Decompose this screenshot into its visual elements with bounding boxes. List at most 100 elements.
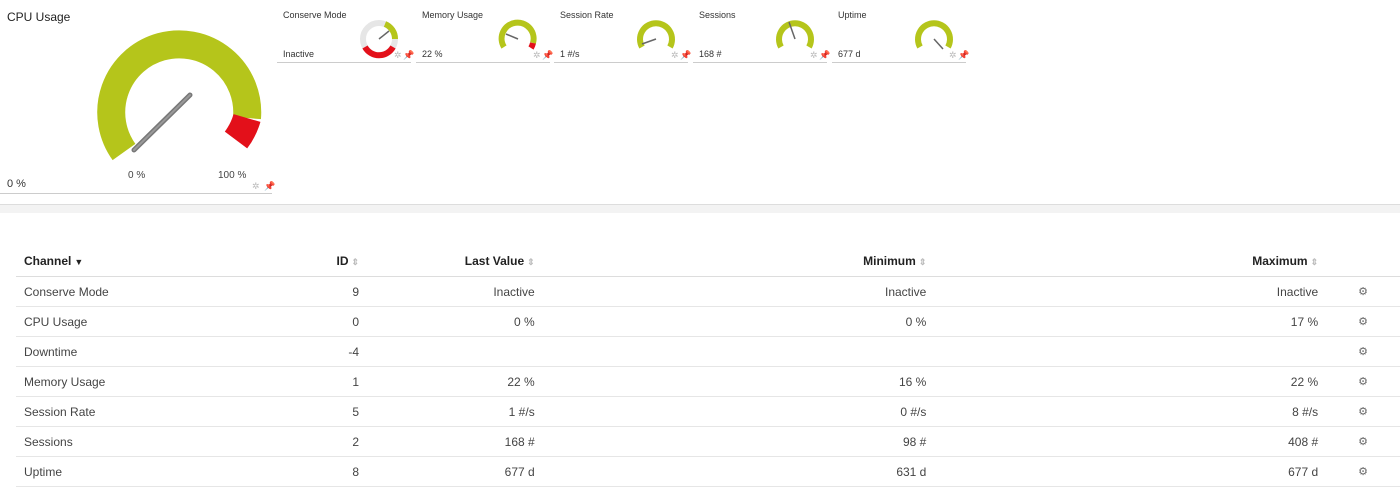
gauge-value: Inactive xyxy=(283,49,315,59)
cell-channel[interactable]: Session Rate xyxy=(16,396,293,427)
cell-minimum: 16 % xyxy=(542,366,935,397)
gauge-min-label: 0 % xyxy=(128,170,146,181)
pin-icon[interactable]: 📌 xyxy=(403,50,415,60)
pin-icon[interactable]: 📌 xyxy=(264,181,276,191)
cell-maximum: 22 % xyxy=(934,366,1327,397)
table-header-row: Channel ▼ ID ⇕ Last Value ⇕ Minimum ⇕ Maximu… xyxy=(16,246,1400,277)
settings-icon[interactable]: ⚙ xyxy=(1326,336,1400,367)
divider xyxy=(832,62,966,63)
gauge-title: Session Rate xyxy=(560,10,614,20)
header-label: Last Value xyxy=(464,254,525,268)
header-label: Channel xyxy=(24,254,72,268)
column-header-maximum[interactable]: Maximum ⇕ xyxy=(934,246,1327,277)
table-row[interactable]: Uptime 8 677 d 631 d 677 d ⚙ xyxy=(16,456,1400,487)
memory-usage-gauge[interactable]: Memory Usage 22 % ✲ 📌 xyxy=(416,0,554,64)
gauge-value: 168 # xyxy=(699,49,722,59)
cell-last-value: Inactive xyxy=(367,276,543,307)
gear-icon[interactable]: ✲ xyxy=(394,50,402,60)
gear-icon[interactable]: ✲ xyxy=(533,50,541,60)
divider xyxy=(0,193,272,194)
table-row[interactable]: Downtime -4 ⚙ xyxy=(16,336,1400,367)
gauge-dial xyxy=(360,20,399,59)
sort-desc-icon: ▼ xyxy=(74,257,84,267)
gauge-title: CPU Usage xyxy=(7,10,71,24)
cell-channel[interactable]: Sessions xyxy=(16,426,293,457)
gear-icon[interactable]: ✲ xyxy=(810,50,818,60)
cell-id: 1 xyxy=(292,366,368,397)
header-label: Minimum xyxy=(863,254,916,268)
conserve-mode-gauge[interactable]: Conserve Mode Inactive ✲ 📌 xyxy=(277,0,415,64)
cell-maximum: 677 d xyxy=(934,456,1327,487)
gear-icon[interactable]: ✲ xyxy=(949,50,957,60)
cell-maximum: 8 #/s xyxy=(934,396,1327,427)
gauge-value: 1 #/s xyxy=(560,49,580,59)
table-row[interactable]: CPU Usage 0 0 % 0 % 17 % ⚙ xyxy=(16,306,1400,337)
sort-icon: ⇕ xyxy=(527,257,535,267)
gear-icon[interactable]: ✲ xyxy=(252,181,260,191)
uptime-gauge[interactable]: Uptime 677 d ✲ 📌 xyxy=(832,0,970,64)
sort-icon: ⇕ xyxy=(351,257,360,267)
cell-last-value: 1 #/s xyxy=(367,396,543,427)
pin-icon[interactable]: 📌 xyxy=(958,50,970,60)
pin-icon[interactable]: 📌 xyxy=(680,50,692,60)
gear-icon[interactable]: ✲ xyxy=(671,50,679,60)
sort-icon: ⇕ xyxy=(1310,257,1319,267)
cell-maximum: 17 % xyxy=(934,306,1327,337)
settings-icon[interactable]: ⚙ xyxy=(1326,306,1400,337)
settings-icon[interactable]: ⚙ xyxy=(1326,366,1400,397)
gauge-max-label: 100 % xyxy=(218,170,247,181)
gauge-title: Uptime xyxy=(838,10,867,20)
cell-minimum: 0 % xyxy=(542,306,935,337)
divider xyxy=(416,62,550,63)
table-row[interactable]: Session Rate 5 1 #/s 0 #/s 8 #/s ⚙ xyxy=(16,396,1400,427)
cell-last-value: 168 # xyxy=(367,426,543,457)
cell-id: -4 xyxy=(292,336,368,367)
cell-channel[interactable]: Conserve Mode xyxy=(16,276,293,307)
column-header-minimum[interactable]: Minimum ⇕ xyxy=(542,246,935,277)
cell-minimum xyxy=(542,336,935,367)
session-rate-gauge[interactable]: Session Rate 1 #/s ✲ 📌 xyxy=(554,0,692,64)
divider xyxy=(554,62,688,63)
cell-channel[interactable]: Memory Usage xyxy=(16,366,293,397)
gauge-dial xyxy=(776,20,814,49)
cell-last-value xyxy=(367,336,543,367)
settings-icon[interactable]: ⚙ xyxy=(1326,396,1400,427)
column-header-id[interactable]: ID ⇕ xyxy=(292,246,368,277)
sessions-gauge[interactable]: Sessions 168 # ✲ 📌 xyxy=(693,0,831,64)
cell-last-value: 677 d xyxy=(367,456,543,487)
cpu-usage-gauge[interactable]: CPU Usage 0 % 0 % 100 % ✲ 📌 xyxy=(0,0,280,200)
gauge-dial xyxy=(915,20,953,50)
gauge-dial xyxy=(637,20,675,49)
column-header-channel[interactable]: Channel ▼ xyxy=(16,246,293,277)
settings-icon[interactable]: ⚙ xyxy=(1326,426,1400,457)
settings-icon[interactable]: ⚙ xyxy=(1326,456,1400,487)
table-row[interactable]: Memory Usage 1 22 % 16 % 22 % ⚙ xyxy=(16,366,1400,397)
settings-icon[interactable]: ⚙ xyxy=(1326,276,1400,307)
cell-last-value: 22 % xyxy=(367,366,543,397)
gauge-dial xyxy=(97,30,262,161)
cell-id: 0 xyxy=(292,306,368,337)
cell-channel[interactable]: CPU Usage xyxy=(16,306,293,337)
divider xyxy=(693,62,827,63)
gauge-dial xyxy=(498,19,537,50)
cell-id: 2 xyxy=(292,426,368,457)
gauge-area: CPU Usage 0 % 0 % 100 % ✲ 📌 Conserve Mod… xyxy=(0,0,1400,206)
column-header-actions xyxy=(1326,246,1400,277)
pin-icon[interactable]: 📌 xyxy=(819,50,831,60)
cell-minimum: Inactive xyxy=(542,276,935,307)
divider xyxy=(277,62,411,63)
cell-channel[interactable]: Downtime xyxy=(16,336,293,367)
cell-id: 5 xyxy=(292,396,368,427)
section-separator xyxy=(0,204,1400,213)
column-header-last-value[interactable]: Last Value ⇕ xyxy=(367,246,543,277)
header-label: Maximum xyxy=(1252,254,1308,268)
table-row[interactable]: Conserve Mode 9 Inactive Inactive Inacti… xyxy=(16,276,1400,307)
table-row[interactable]: Sessions 2 168 # 98 # 408 # ⚙ xyxy=(16,426,1400,457)
channels-table: Channel ▼ ID ⇕ Last Value ⇕ Minimum ⇕ Maximu… xyxy=(16,246,1400,487)
cell-minimum: 631 d xyxy=(542,456,935,487)
gauge-title: Memory Usage xyxy=(422,10,484,20)
cell-maximum: Inactive xyxy=(934,276,1327,307)
cell-channel[interactable]: Uptime xyxy=(16,456,293,487)
pin-icon[interactable]: 📌 xyxy=(542,50,554,60)
cell-last-value: 0 % xyxy=(367,306,543,337)
